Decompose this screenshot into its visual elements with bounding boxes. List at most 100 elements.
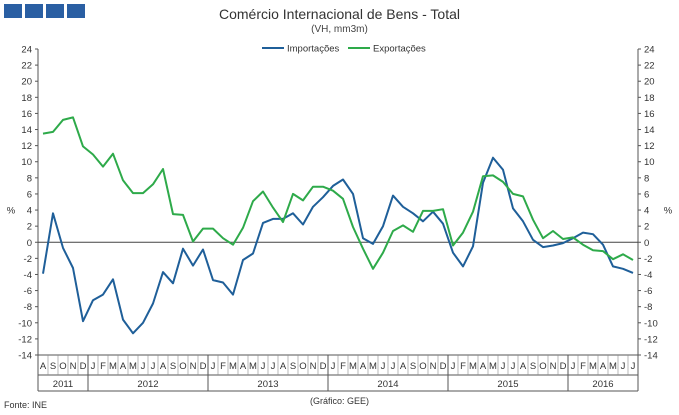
line-chart: -14 -14-12 -12-10 -10-8 -8-6 -6-4 -4-2 -20 02 24 4…	[7, 44, 673, 392]
y-tick-label-right: 20	[644, 77, 655, 88]
y-tick-label-left: 16	[21, 109, 32, 120]
x-tick-label: D	[440, 361, 447, 372]
y-tick-label-right: 22	[644, 61, 655, 72]
source-note: Fonte: INE	[4, 400, 48, 410]
x-tick-label: N	[430, 361, 437, 372]
year-label: 2012	[137, 379, 158, 390]
x-tick-label: F	[100, 361, 106, 372]
y-tick-label-right: 16	[644, 109, 655, 120]
legend-label: Importações	[287, 44, 340, 55]
x-tick-label: J	[261, 361, 266, 372]
x-tick-label: A	[520, 361, 527, 372]
series-line-exportacoes	[42, 116, 634, 270]
x-tick-label: J	[151, 361, 156, 372]
x-tick-label: M	[249, 361, 257, 372]
year-label: 2014	[377, 379, 398, 390]
y-tick-label-left: 0	[27, 238, 32, 249]
logo-box	[25, 4, 43, 18]
x-tick-label: S	[50, 361, 56, 372]
chart-title: Comércio Internacional de Bens - Total	[219, 6, 460, 22]
x-tick-label: A	[600, 361, 607, 372]
x-tick-label: D	[320, 361, 327, 372]
y-tick-label-left: 8	[27, 173, 32, 184]
y-tick-label-right: -4	[644, 270, 652, 281]
y-tick-label-left: 6	[27, 189, 32, 200]
x-tick-label: D	[200, 361, 207, 372]
y-tick-label-right: 14	[644, 125, 655, 136]
x-tick-label: O	[299, 361, 306, 372]
x-tick-label: A	[160, 361, 167, 372]
x-tick-label: A	[240, 361, 247, 372]
x-tick-label: M	[229, 361, 237, 372]
x-tick-label: M	[589, 361, 597, 372]
y-tick-label-left: 24	[21, 45, 32, 56]
y-tick-label-left: -4	[24, 270, 32, 281]
x-tick-label: F	[220, 361, 226, 372]
y-tick-label-left: -2	[24, 254, 32, 265]
y-tick-label-right: 10	[644, 157, 655, 168]
y-tick-label-right: 0	[644, 238, 649, 249]
year-label: 2015	[497, 379, 518, 390]
y-tick-label-right: -12	[644, 334, 658, 345]
x-tick-label: J	[451, 361, 456, 372]
x-tick-label: J	[91, 361, 96, 372]
x-tick-label: J	[331, 361, 336, 372]
x-tick-label: M	[489, 361, 497, 372]
x-tick-label: N	[550, 361, 557, 372]
y-tick-label-right: 4	[644, 206, 649, 217]
x-tick-label: N	[70, 361, 77, 372]
x-tick-label: F	[340, 361, 346, 372]
y-tick-label-right: -10	[644, 318, 658, 329]
x-tick-label: J	[211, 361, 216, 372]
legend-label: Exportações	[373, 44, 426, 55]
x-tick-label: J	[501, 361, 506, 372]
x-tick-label: J	[391, 361, 396, 372]
x-tick-label: O	[419, 361, 426, 372]
x-tick-label: J	[631, 361, 636, 372]
y-axis-label-right: %	[664, 205, 673, 216]
x-tick-label: J	[141, 361, 146, 372]
x-tick-label: O	[539, 361, 546, 372]
y-tick-label-right: 12	[644, 141, 655, 152]
y-tick-label-left: 2	[27, 222, 32, 233]
x-tick-label: A	[120, 361, 127, 372]
year-label: 2016	[592, 379, 613, 390]
year-label: 2011	[53, 379, 73, 390]
x-tick-label: A	[280, 361, 287, 372]
y-tick-label-left: -10	[18, 318, 32, 329]
x-tick-label: M	[469, 361, 477, 372]
y-tick-label-left: 12	[21, 141, 32, 152]
y-tick-label-right: 6	[644, 189, 649, 200]
x-tick-label: M	[109, 361, 117, 372]
x-tick-label: A	[360, 361, 367, 372]
y-tick-label-left: 22	[21, 61, 32, 72]
x-tick-label: D	[560, 361, 567, 372]
x-tick-label: S	[170, 361, 176, 372]
y-tick-label-left: 10	[21, 157, 32, 168]
logo	[4, 4, 85, 18]
y-tick-label-left: 18	[21, 93, 32, 104]
y-tick-label-left: -14	[18, 351, 32, 362]
y-tick-label-right: 2	[644, 222, 649, 233]
y-tick-label-right: 8	[644, 173, 649, 184]
x-tick-label: M	[609, 361, 617, 372]
x-tick-label: S	[410, 361, 416, 372]
y-tick-label-left: 14	[21, 125, 32, 136]
y-tick-label-left: -8	[24, 302, 32, 313]
y-tick-label-right: -14	[644, 351, 658, 362]
x-tick-label: M	[129, 361, 137, 372]
y-tick-label-right: 18	[644, 93, 655, 104]
y-tick-label-left: -12	[18, 334, 32, 345]
y-tick-label-left: 4	[27, 206, 32, 217]
logo-box	[46, 4, 64, 18]
y-tick-label-right: -6	[644, 286, 652, 297]
x-tick-label: A	[40, 361, 47, 372]
x-tick-label: N	[190, 361, 197, 372]
x-tick-label: S	[290, 361, 296, 372]
series-line-importacoes	[42, 156, 634, 335]
logo-box	[67, 4, 85, 18]
year-label: 2013	[257, 379, 278, 390]
chart-subtitle: (VH, mm3m)	[311, 24, 368, 35]
x-tick-label: J	[511, 361, 516, 372]
logo-box	[4, 4, 22, 18]
